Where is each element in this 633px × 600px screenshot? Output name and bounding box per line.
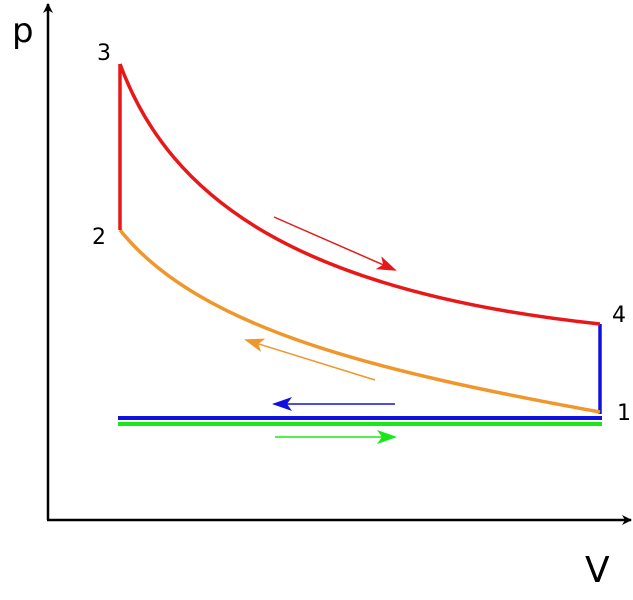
- point-label: 1: [617, 401, 631, 426]
- y-axis-label: p: [12, 11, 34, 51]
- expansion-curve: [118, 63, 601, 326]
- compression-curve: [118, 228, 601, 414]
- arrow: [244, 338, 376, 381]
- point-label: 3: [97, 41, 111, 66]
- point-label: 2: [92, 225, 106, 250]
- point-label: 4: [612, 303, 626, 328]
- arrow: [273, 216, 397, 271]
- x-axis-label: V: [585, 550, 610, 591]
